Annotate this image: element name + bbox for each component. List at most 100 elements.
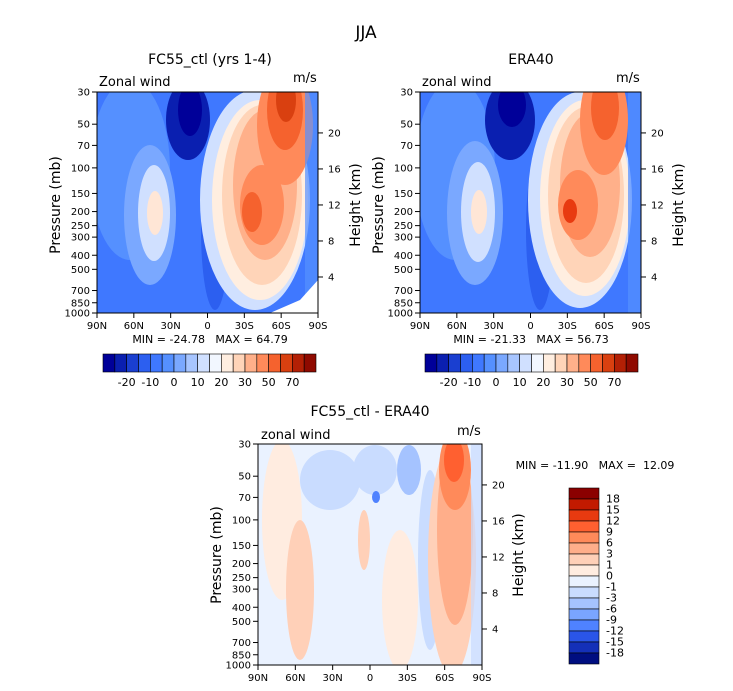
colorbar-swatch — [185, 353, 198, 373]
y-tick-label: 500 — [232, 617, 251, 628]
y-tick-label: 1000 — [65, 309, 90, 320]
y-tick-label: 200 — [232, 559, 251, 570]
colorbar-label: -20 — [440, 376, 458, 389]
colorbar-swatch — [197, 353, 210, 373]
colorbar-swatch — [614, 353, 627, 373]
colorbar-label: -15 — [606, 636, 624, 649]
y2-tick-label: 16 — [328, 164, 341, 175]
colorbar-swatch — [244, 353, 258, 373]
y-tick-label: 70 — [400, 141, 413, 152]
colorbar-label: 70 — [607, 376, 621, 389]
stats-label: MIN = -21.33 MAX = 56.73 — [453, 333, 608, 346]
y2-tick-label: 4 — [492, 624, 498, 635]
colorbar-label: 20 — [214, 376, 228, 389]
colorbar-label: 30 — [238, 376, 252, 389]
y-tick-label: 700 — [71, 286, 90, 297]
y-tick-label: 70 — [77, 141, 90, 152]
colorbar-label: 10 — [513, 376, 527, 389]
y-axis-label: Pressure (mb) — [48, 156, 64, 254]
x-tick-label: 60S — [595, 321, 614, 332]
y-tick-label: 200 — [394, 207, 413, 218]
colorbar-label: -18 — [606, 647, 624, 660]
colorbar-label: 9 — [606, 526, 613, 539]
y2-tick-label: 8 — [651, 236, 657, 247]
y-tick-label: 150 — [71, 189, 90, 200]
y2-tick-label: 4 — [328, 272, 334, 283]
y-tick-label: 700 — [232, 638, 251, 649]
colorbar-swatch — [495, 353, 509, 373]
colorbar-swatch — [568, 619, 600, 632]
colorbar-swatch — [602, 353, 615, 373]
colorbar-swatch — [221, 353, 234, 373]
y-tick-label: 250 — [394, 221, 413, 232]
y-tick-label: 500 — [394, 265, 413, 276]
panel-difference: FC55_ctl - ERA40 zonal wind m/s 90N 60N 30… — [209, 404, 674, 684]
colorbar-swatch — [232, 353, 246, 373]
units-label: m/s — [616, 71, 640, 86]
colorbar-swatch — [303, 353, 317, 373]
x-tick-label: 0 — [367, 673, 373, 684]
field-label: Zonal wind — [99, 75, 171, 90]
panel-title: FC55_ctl - ERA40 — [310, 404, 429, 420]
y-tick-label: 150 — [394, 189, 413, 200]
colorbar-swatch — [292, 353, 305, 373]
colorbar-swatch — [568, 641, 600, 654]
y-axis-label: Pressure (mb) — [371, 156, 387, 254]
y-axis-label: Pressure (mb) — [209, 506, 225, 604]
colorbar-wind-2: -20 -10 0 10 20 30 50 70 — [424, 353, 639, 389]
y2-tick-label: 12 — [492, 552, 505, 563]
colorbar-swatch — [507, 353, 520, 373]
colorbar-swatch — [256, 353, 269, 373]
colorbar-swatch — [543, 353, 556, 373]
figure-title: JJA — [354, 23, 377, 43]
colorbar-swatch — [114, 353, 127, 373]
x-tick-label: 0 — [527, 321, 533, 332]
x-tick-label: 90N — [87, 321, 107, 332]
y-tick-label: 500 — [71, 265, 90, 276]
colorbar-swatch — [268, 353, 281, 373]
colorbar-label: 30 — [560, 376, 574, 389]
stats-label: MIN = -24.78 MAX = 64.79 — [132, 333, 287, 346]
colorbar-swatch — [568, 652, 600, 665]
x-tick-label: 30S — [558, 321, 577, 332]
y2-tick-label: 8 — [492, 588, 498, 599]
colorbar-swatch — [568, 564, 600, 577]
field-label: zonal wind — [261, 428, 330, 443]
y-tick-label: 70 — [238, 493, 251, 504]
colorbar-label: -12 — [606, 625, 624, 638]
y-tick-label: 700 — [394, 286, 413, 297]
y-tick-label: 300 — [232, 585, 251, 596]
y2-tick-label: 4 — [651, 272, 657, 283]
x-tick-label: 90N — [248, 673, 268, 684]
colorbar-swatch — [568, 586, 600, 599]
colorbar-label: 70 — [285, 376, 299, 389]
colorbar-swatch — [138, 353, 151, 373]
panel-fc55: FC55_ctl (yrs 1-4) Zonal wind m/s 90N 6 — [48, 52, 364, 346]
colorbar-swatch — [280, 353, 293, 373]
x-tick-label: 60N — [285, 673, 305, 684]
colorbar-swatch — [578, 353, 591, 373]
heatmap-field — [420, 92, 641, 313]
y-tick-label: 50 — [77, 120, 90, 131]
colorbar-swatch — [448, 353, 461, 373]
y2-tick-label: 12 — [328, 200, 341, 211]
x-tick-label: 90S — [631, 321, 650, 332]
x-tick-label: 90S — [308, 321, 327, 332]
x-tick-label: 60S — [272, 321, 291, 332]
heatmap-field — [97, 92, 318, 313]
colorbar-label: -3 — [606, 592, 617, 605]
colorbar-swatch — [531, 353, 544, 373]
colorbar-label: 0 — [606, 570, 613, 583]
x-tick-label: 30S — [398, 673, 417, 684]
y-tick-label: 250 — [232, 573, 251, 584]
colorbar-label: 6 — [606, 537, 613, 550]
colorbar-swatch — [424, 353, 438, 373]
colorbar-label: 50 — [262, 376, 276, 389]
y-tick-label: 850 — [71, 298, 90, 309]
y2-axis-label: Height (km) — [511, 513, 527, 596]
colorbar-swatch — [568, 509, 600, 522]
x-tick-label: 30N — [484, 321, 504, 332]
colorbar-label: 10 — [191, 376, 205, 389]
y-tick-label: 30 — [77, 88, 90, 99]
x-tick-label: 90S — [472, 673, 491, 684]
